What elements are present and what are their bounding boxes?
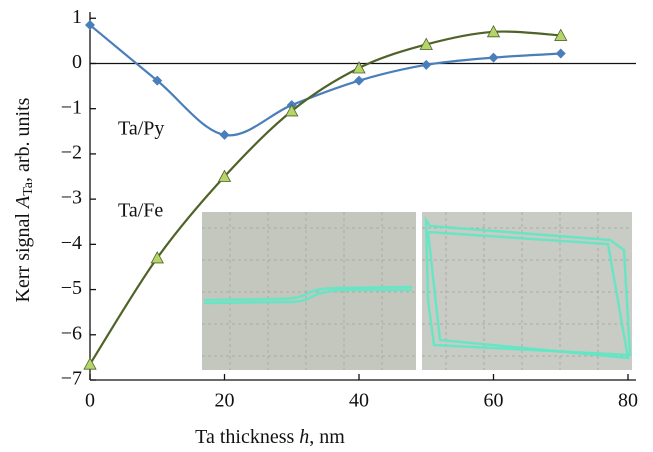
x-axis-label: Ta thickness h, nm bbox=[195, 426, 345, 448]
y-tick-label: −2 bbox=[61, 142, 82, 164]
x-tick-label: 0 bbox=[85, 390, 95, 412]
y-tick-label: −7 bbox=[61, 368, 82, 390]
marker bbox=[354, 75, 364, 86]
marker bbox=[352, 61, 366, 74]
marker bbox=[152, 75, 163, 86]
marker bbox=[486, 24, 501, 38]
marker bbox=[421, 59, 432, 70]
series-label: Ta/Fe bbox=[118, 200, 163, 222]
series-label: Ta/Py bbox=[118, 118, 164, 140]
marker bbox=[219, 129, 230, 140]
y-tick-label: −4 bbox=[61, 232, 82, 254]
inset-right bbox=[422, 212, 632, 370]
inset-left bbox=[202, 212, 416, 370]
marker bbox=[85, 20, 95, 31]
marker bbox=[217, 169, 232, 182]
marker bbox=[285, 104, 299, 117]
marker bbox=[150, 251, 164, 264]
y-tick-label: −3 bbox=[61, 187, 82, 209]
marker bbox=[419, 37, 433, 50]
y-tick-label: −5 bbox=[61, 277, 82, 299]
y-tick-label: 1 bbox=[72, 6, 82, 28]
x-tick-label: 60 bbox=[484, 390, 504, 412]
x-tick-label: 80 bbox=[618, 390, 638, 412]
x-tick-label: 40 bbox=[349, 390, 369, 412]
marker bbox=[554, 28, 568, 41]
marker bbox=[555, 48, 566, 59]
marker bbox=[488, 52, 499, 63]
y-tick-label: −1 bbox=[61, 96, 82, 118]
y-axis-label: Kerr signal ATa, arb. units bbox=[12, 97, 37, 302]
marker bbox=[83, 357, 97, 370]
y-tick-label: −6 bbox=[61, 322, 82, 344]
y-tick-label: 0 bbox=[72, 51, 82, 73]
x-tick-label: 20 bbox=[215, 390, 235, 412]
